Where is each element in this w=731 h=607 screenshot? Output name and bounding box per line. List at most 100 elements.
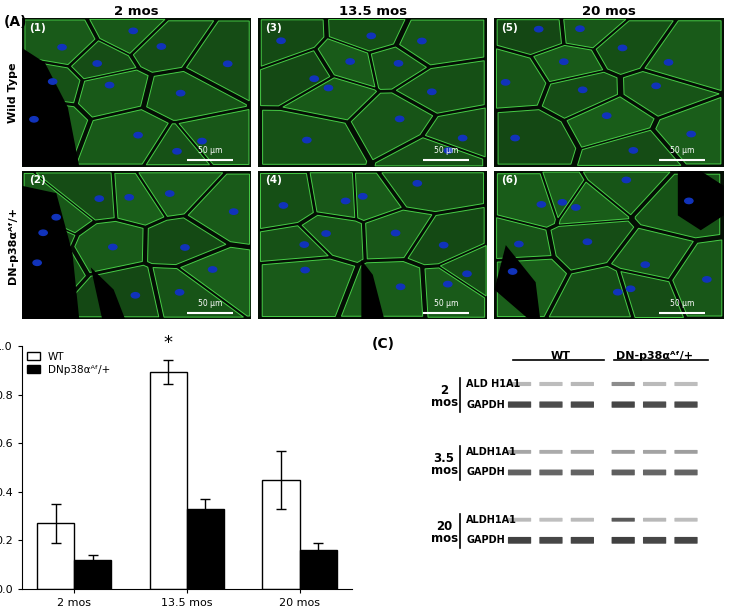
Circle shape [129,28,137,33]
Polygon shape [25,20,95,64]
Circle shape [458,135,467,141]
Text: (A): (A) [4,15,27,29]
FancyBboxPatch shape [539,401,563,408]
Polygon shape [497,174,556,227]
Polygon shape [425,268,485,317]
Circle shape [629,148,637,153]
Polygon shape [366,210,432,259]
Circle shape [652,83,660,89]
Polygon shape [559,182,629,224]
Text: 2: 2 [440,384,448,397]
Circle shape [224,61,232,67]
Polygon shape [22,48,79,166]
Circle shape [303,137,311,143]
Polygon shape [283,78,376,120]
Circle shape [685,198,693,203]
Circle shape [463,271,471,276]
Circle shape [367,33,376,38]
Polygon shape [496,49,546,108]
Polygon shape [341,262,423,316]
Polygon shape [186,21,249,101]
Polygon shape [153,268,243,317]
Circle shape [157,44,165,49]
Text: WT: WT [550,351,570,361]
FancyBboxPatch shape [675,450,697,454]
Polygon shape [260,174,314,228]
FancyBboxPatch shape [539,537,563,544]
Circle shape [52,214,61,220]
Text: 50 μm: 50 μm [434,146,458,155]
Polygon shape [329,19,405,51]
Bar [74,560,111,589]
Polygon shape [181,247,250,316]
FancyBboxPatch shape [612,470,635,475]
FancyBboxPatch shape [508,518,531,521]
Text: DN-p38αᴬᶠ/+: DN-p38αᴬᶠ/+ [616,351,693,361]
FancyBboxPatch shape [612,518,635,521]
Circle shape [439,242,448,248]
Circle shape [618,46,626,50]
Circle shape [105,83,114,88]
Polygon shape [75,222,143,273]
Text: 50 μm: 50 μm [670,299,694,308]
Polygon shape [148,218,226,265]
Text: mos: mos [431,532,458,545]
Text: ALDH1A1: ALDH1A1 [466,447,517,457]
FancyBboxPatch shape [675,382,697,386]
FancyBboxPatch shape [643,382,666,386]
Polygon shape [302,215,363,262]
FancyBboxPatch shape [643,450,666,454]
Polygon shape [361,260,385,319]
Text: (6): (6) [501,175,518,185]
FancyBboxPatch shape [571,450,594,454]
Circle shape [176,90,185,96]
Title: 20 mos: 20 mos [582,5,636,18]
Circle shape [395,116,404,121]
Polygon shape [656,97,721,164]
Text: ALD H1A1: ALD H1A1 [466,379,520,389]
FancyBboxPatch shape [612,450,635,454]
FancyBboxPatch shape [508,537,531,544]
Polygon shape [583,172,670,215]
Circle shape [58,44,67,50]
Polygon shape [352,93,433,160]
Polygon shape [577,131,681,165]
Text: (5): (5) [501,22,518,33]
FancyBboxPatch shape [508,401,531,408]
Circle shape [444,282,452,287]
Polygon shape [24,248,86,316]
Circle shape [664,59,673,65]
Polygon shape [318,39,375,87]
Y-axis label: DN-p38αᴬᶠ/+: DN-p38αᴬᶠ/+ [8,206,18,283]
Polygon shape [497,259,567,317]
Legend: WT, DNp38αᴬᶠ/+: WT, DNp38αᴬᶠ/+ [27,351,110,375]
Circle shape [109,245,117,249]
Polygon shape [24,174,92,232]
Polygon shape [496,218,551,259]
Text: 50 μm: 50 μm [434,299,458,308]
Polygon shape [635,174,720,238]
Circle shape [626,286,635,291]
Circle shape [134,132,143,138]
FancyBboxPatch shape [612,382,635,386]
Text: (C): (C) [372,337,395,351]
Polygon shape [72,41,136,79]
FancyBboxPatch shape [675,401,697,408]
Text: GAPDH: GAPDH [466,399,505,410]
Polygon shape [310,173,355,217]
Circle shape [95,196,103,202]
FancyBboxPatch shape [643,401,666,408]
Polygon shape [24,212,75,246]
FancyBboxPatch shape [539,450,563,454]
Circle shape [93,61,102,66]
Circle shape [208,267,216,272]
Circle shape [515,242,523,246]
Circle shape [394,61,403,66]
Polygon shape [261,20,324,66]
Polygon shape [115,174,164,225]
Circle shape [534,27,543,32]
Circle shape [198,138,206,144]
FancyBboxPatch shape [539,518,563,521]
Text: (2): (2) [29,175,45,185]
Circle shape [300,242,308,247]
